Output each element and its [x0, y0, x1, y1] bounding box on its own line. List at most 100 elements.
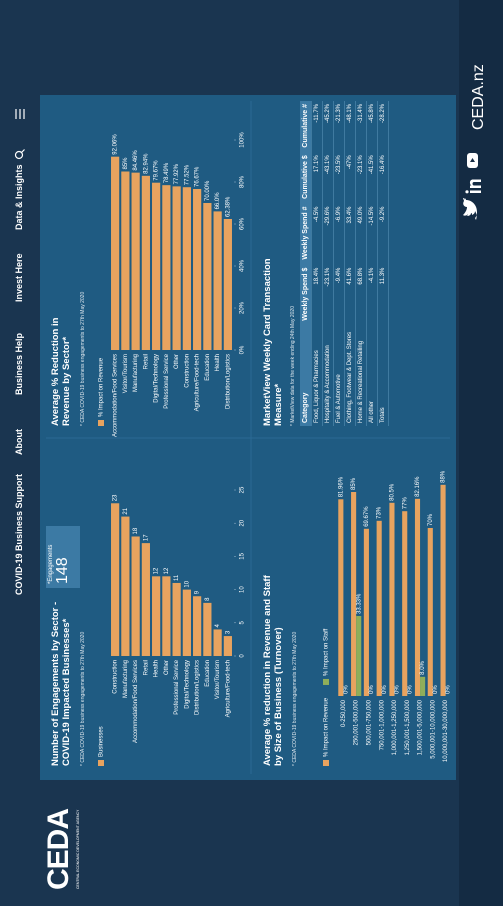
- linkedin-icon[interactable]: [465, 179, 481, 194]
- menu-icon[interactable]: [15, 109, 25, 119]
- nav-item[interactable]: Data & Insights: [14, 164, 24, 230]
- legend-swatch: [98, 420, 104, 426]
- category-label: 500,001-750,000: [367, 699, 373, 745]
- nav-item[interactable]: About: [14, 429, 24, 455]
- table-cell: -16.4%: [377, 152, 389, 204]
- value-label: 77.92%: [174, 163, 180, 184]
- twitter-icon[interactable]: [463, 198, 477, 220]
- search-icon[interactable]: [14, 149, 25, 160]
- category-label: Retail: [143, 660, 149, 675]
- value-label: 0%: [382, 685, 388, 694]
- site-link[interactable]: CEDA.nz: [470, 64, 487, 130]
- x-tick-label: 10: [240, 586, 246, 593]
- bar: [131, 536, 140, 656]
- table: Category Weekly Spend $ Weekly Spend # Cumu…: [300, 101, 389, 426]
- youtube-icon[interactable]: [467, 153, 478, 168]
- table-cell: Totals: [377, 325, 389, 426]
- table-cell: -6.9%: [333, 203, 345, 265]
- engagements-card: *Engagements 148: [46, 526, 80, 588]
- nav-item[interactable]: Invest Here: [14, 253, 24, 302]
- bar: [111, 156, 120, 350]
- logo-tagline: CENTRAL ECONOMIC DEVELOPMENT AGENCY: [76, 809, 80, 889]
- bar: [389, 502, 395, 696]
- bar: [121, 171, 130, 350]
- table-cell: 68.8%: [355, 264, 367, 326]
- value-label: 82.16%: [415, 476, 421, 497]
- value-label: 81.96%: [338, 476, 344, 497]
- bar: [111, 503, 120, 656]
- table-cell: -11.7%: [311, 101, 323, 153]
- category-label: 250,001-500,000: [354, 699, 360, 745]
- table-row: Food, Liquor & Pharmacies 18.4% -4.5% 17.1%…: [311, 101, 323, 426]
- nav-item[interactable]: COVID-19 Business Support: [14, 473, 24, 595]
- legend-label: Businesses: [99, 726, 105, 757]
- category-label: Manufacturing: [133, 354, 139, 392]
- table-cell: -9.2%: [377, 203, 389, 265]
- table-cell: 33.4%: [344, 203, 356, 265]
- bar: [376, 520, 382, 696]
- column-header: Weekly Spend $: [300, 264, 312, 326]
- table-row: Fuel & Automotive -9.4% -6.9% -23.5% -21.3%: [333, 101, 345, 426]
- table-cell: 18.4%: [311, 264, 323, 326]
- table-cell: 41.6%: [344, 264, 356, 326]
- category-label: Digital/Technology: [184, 660, 190, 709]
- value-label: 76.67%: [195, 166, 201, 187]
- chart-note: * CEDA COVID-19 business engagements to …: [292, 631, 298, 766]
- table-header-row: Category Weekly Spend $ Weekly Spend # Cumu…: [300, 101, 312, 426]
- x-tick-label: 25: [240, 486, 246, 493]
- bar: [223, 219, 232, 350]
- table-cell: Food, Liquor & Pharmacies: [311, 325, 323, 426]
- category-label: Digital/Technology: [154, 354, 160, 403]
- x-tick-label: 20%: [240, 301, 246, 314]
- value-label: 77.52%: [184, 164, 190, 185]
- category-label: Visitor/Tourism: [123, 354, 129, 393]
- x-tick-label: 20: [240, 519, 246, 526]
- category-label: 5,000,001-10,000,000: [430, 699, 436, 758]
- bar: [338, 499, 344, 696]
- category-label: Professional Service: [174, 659, 180, 714]
- bar: [427, 528, 433, 696]
- table-cell: Fuel & Automotive: [333, 325, 345, 426]
- table-cell: -23.1%: [322, 264, 334, 326]
- column-header: Weekly Spend #: [300, 203, 312, 265]
- bar: [182, 589, 191, 656]
- table-row: Clothing, Footwear & Dept. Stores 41.6% 33…: [344, 101, 356, 426]
- x-tick-label: 40%: [240, 259, 246, 272]
- category-label: Agriculture/Food-tech: [195, 354, 201, 411]
- bar: [152, 576, 161, 656]
- legend-swatch: [98, 760, 104, 766]
- table-cell: -21.3%: [333, 101, 345, 153]
- legend-swatch: [323, 760, 329, 766]
- category-label: Construction: [113, 660, 119, 694]
- value-label: 66.0%: [215, 192, 221, 210]
- bar: [162, 576, 171, 656]
- column-header: Cumulative #: [300, 101, 312, 153]
- value-label: 17: [143, 534, 149, 541]
- category-label: 1,500,001-5,000,000: [418, 699, 424, 755]
- bar: [414, 498, 421, 696]
- table-cell: -43.1%: [322, 152, 334, 204]
- table-cell: -4.5%: [311, 203, 323, 265]
- chart-note: * CEDA COVID-19 business engagements to …: [80, 291, 86, 426]
- nav-item[interactable]: Business Help: [14, 332, 24, 395]
- category-label: Professional Service: [164, 353, 170, 408]
- table-cell: -47%: [344, 152, 356, 204]
- legend-label: % Impact on Staff: [324, 628, 330, 676]
- value-label: 0%: [407, 685, 413, 694]
- table-cell: -31.4%: [355, 101, 367, 153]
- table-title: MarketView Weekly Card Transaction Measu…: [262, 258, 284, 426]
- legend-label: % Impact on Revenue: [324, 697, 330, 757]
- logo[interactable]: CEDA: [42, 808, 75, 890]
- value-label: 23: [113, 494, 119, 501]
- table-cell: -14.5%: [366, 203, 378, 265]
- bar: [182, 187, 191, 350]
- table-note: * MarketView data for the week ending 24…: [290, 306, 296, 426]
- category-label: Other: [164, 660, 170, 675]
- bar: [402, 511, 408, 696]
- category-label: Health: [154, 660, 160, 677]
- table-cell: -9.4%: [333, 264, 345, 326]
- table-cell: -28.2%: [377, 101, 389, 153]
